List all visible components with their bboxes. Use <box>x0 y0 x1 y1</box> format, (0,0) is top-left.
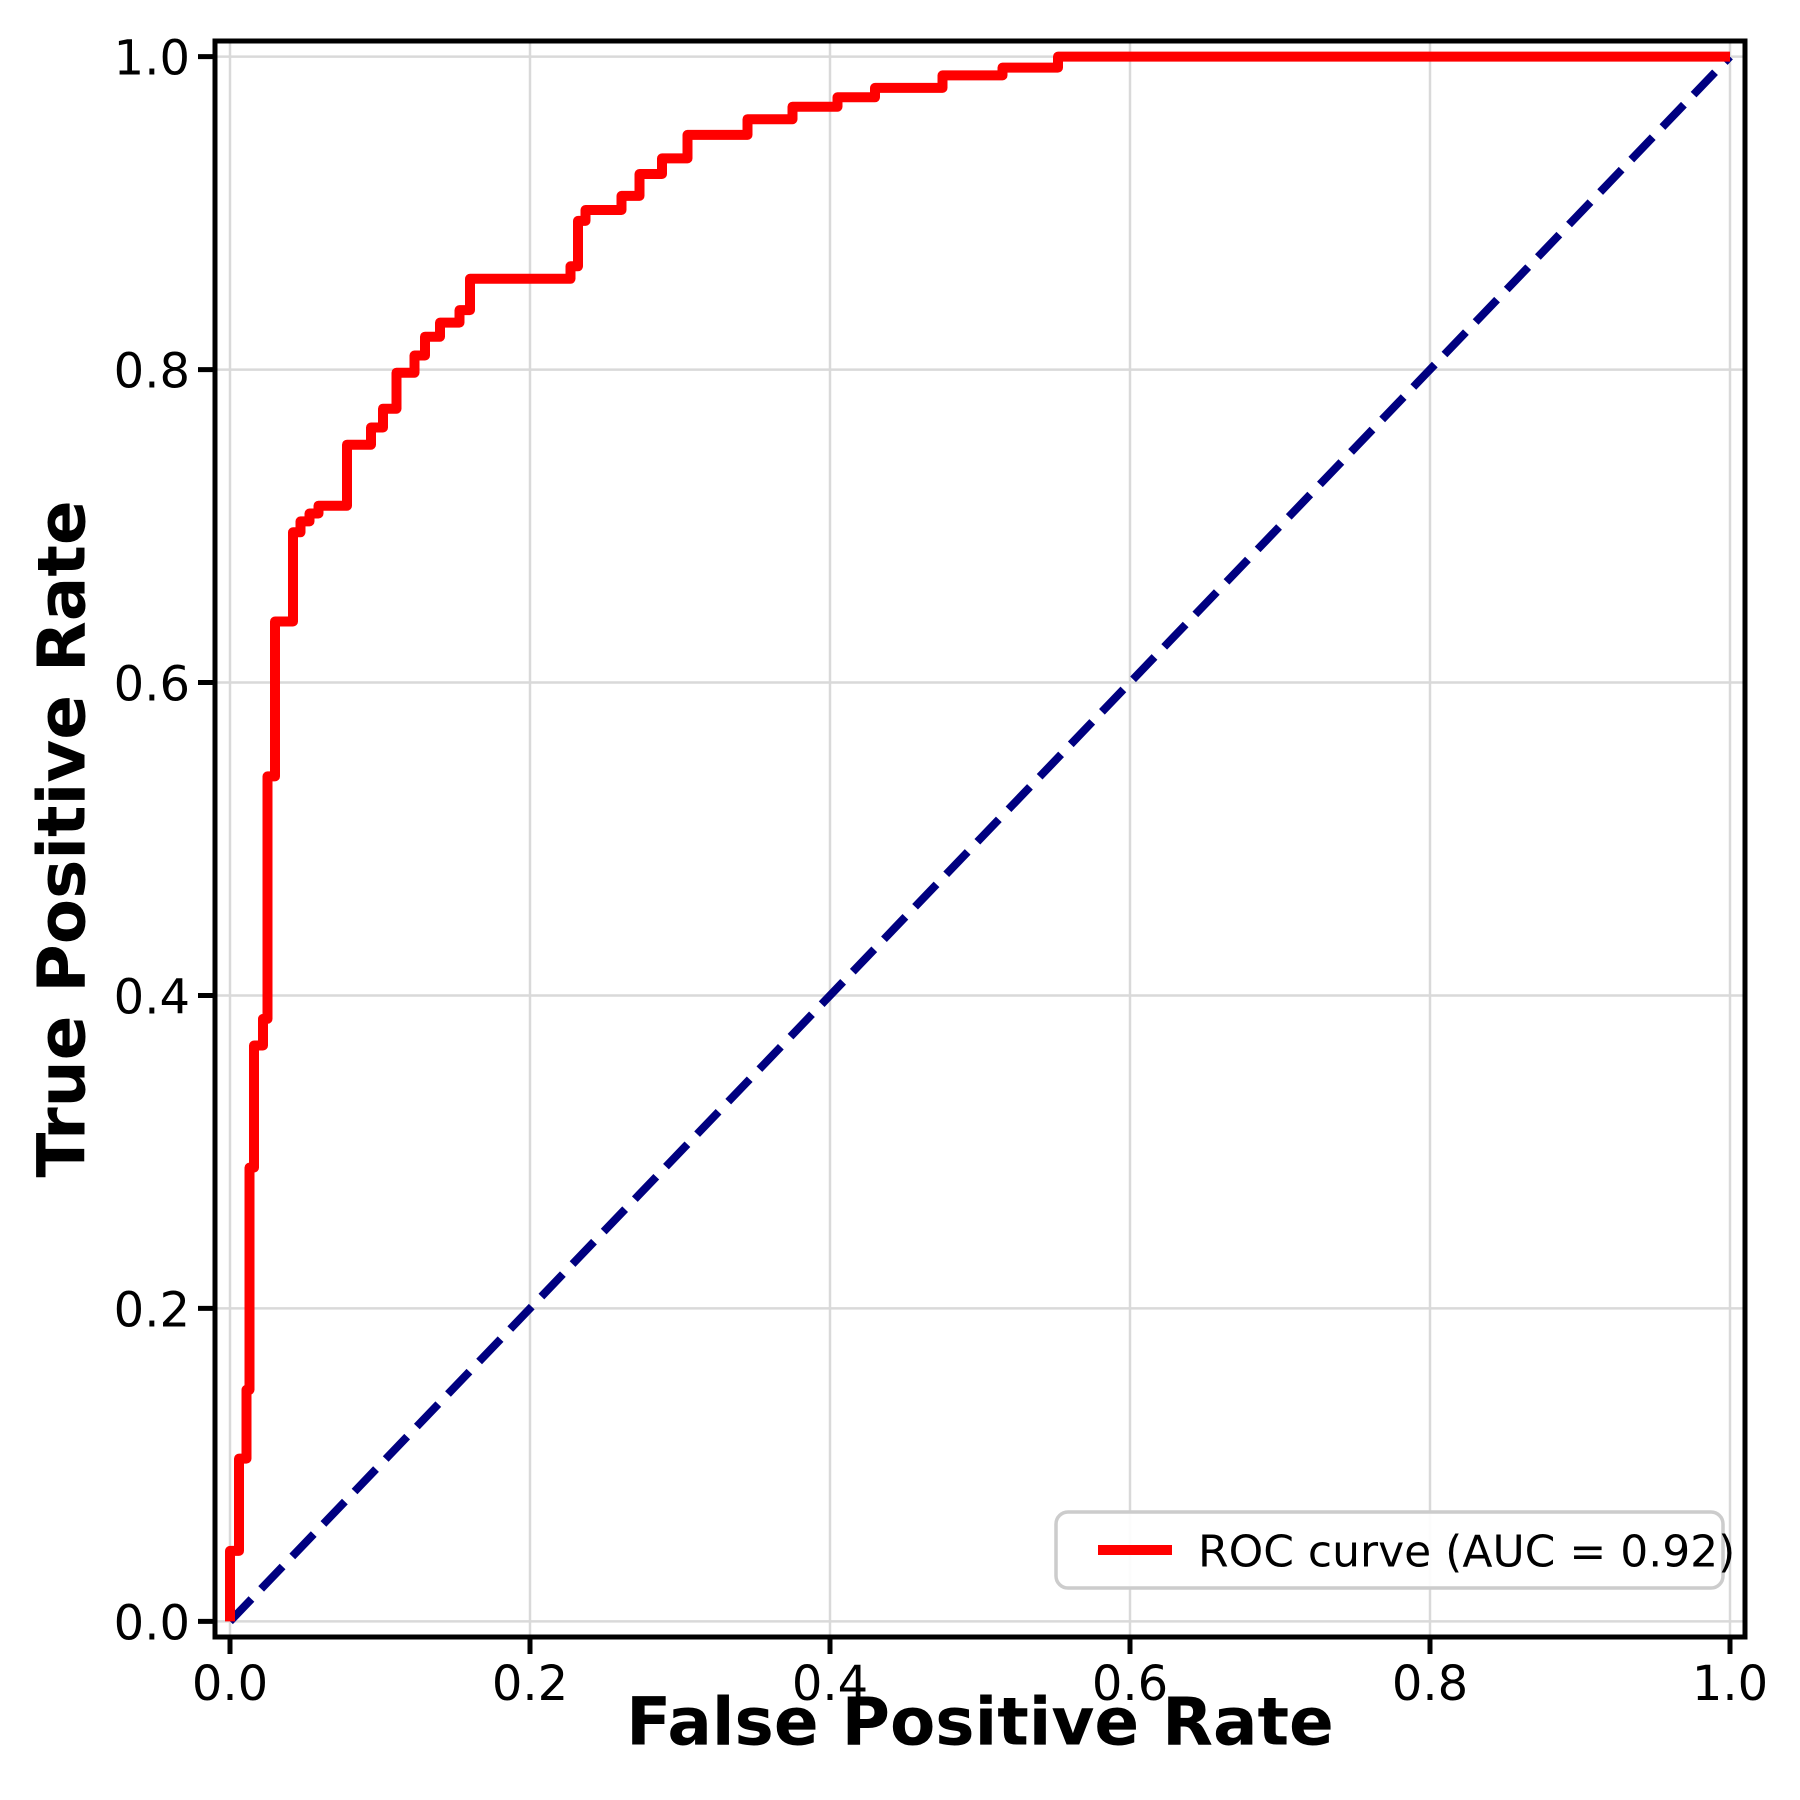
legend-label: ROC curve (AUC = 0.92) <box>1198 1527 1735 1578</box>
plot-spines <box>212 38 1748 1640</box>
x-tick-label: 0.8 <box>1392 1656 1468 1712</box>
y-tick-label: 0.8 <box>114 344 190 400</box>
x-tick-label: 0.0 <box>192 1656 268 1712</box>
chance-diagonal-line <box>227 53 1733 1625</box>
y-tick-labels: 0.0 0.2 0.4 0.6 0.8 1.0 <box>114 31 190 1652</box>
gridlines <box>215 41 1745 1637</box>
x-tick-label: 0.2 <box>492 1656 568 1712</box>
y-tick-label: 0.6 <box>114 657 190 713</box>
x-axis-label: False Positive Rate <box>626 1684 1334 1761</box>
legend: ROC curve (AUC = 0.92) <box>1054 1510 1735 1590</box>
x-tick-label: 0.4 <box>792 1656 868 1712</box>
y-tick-label: 1.0 <box>114 31 190 87</box>
y-tick-label: 0.4 <box>114 969 190 1025</box>
x-tick-label: 1.0 <box>1692 1656 1768 1712</box>
x-tick-labels: 0.0 0.2 0.4 0.6 0.8 1.0 <box>192 1656 1768 1712</box>
legend-box <box>1054 1510 1725 1590</box>
y-tick-label: 0.2 <box>114 1282 190 1338</box>
axis-ticks <box>198 54 1733 1654</box>
roc-curve-line <box>225 51 1730 1622</box>
y-tick-label: 0.0 <box>114 1595 190 1651</box>
y-axis-label: True Positive Rate <box>24 500 101 1177</box>
x-tick-label: 0.6 <box>1092 1656 1168 1712</box>
